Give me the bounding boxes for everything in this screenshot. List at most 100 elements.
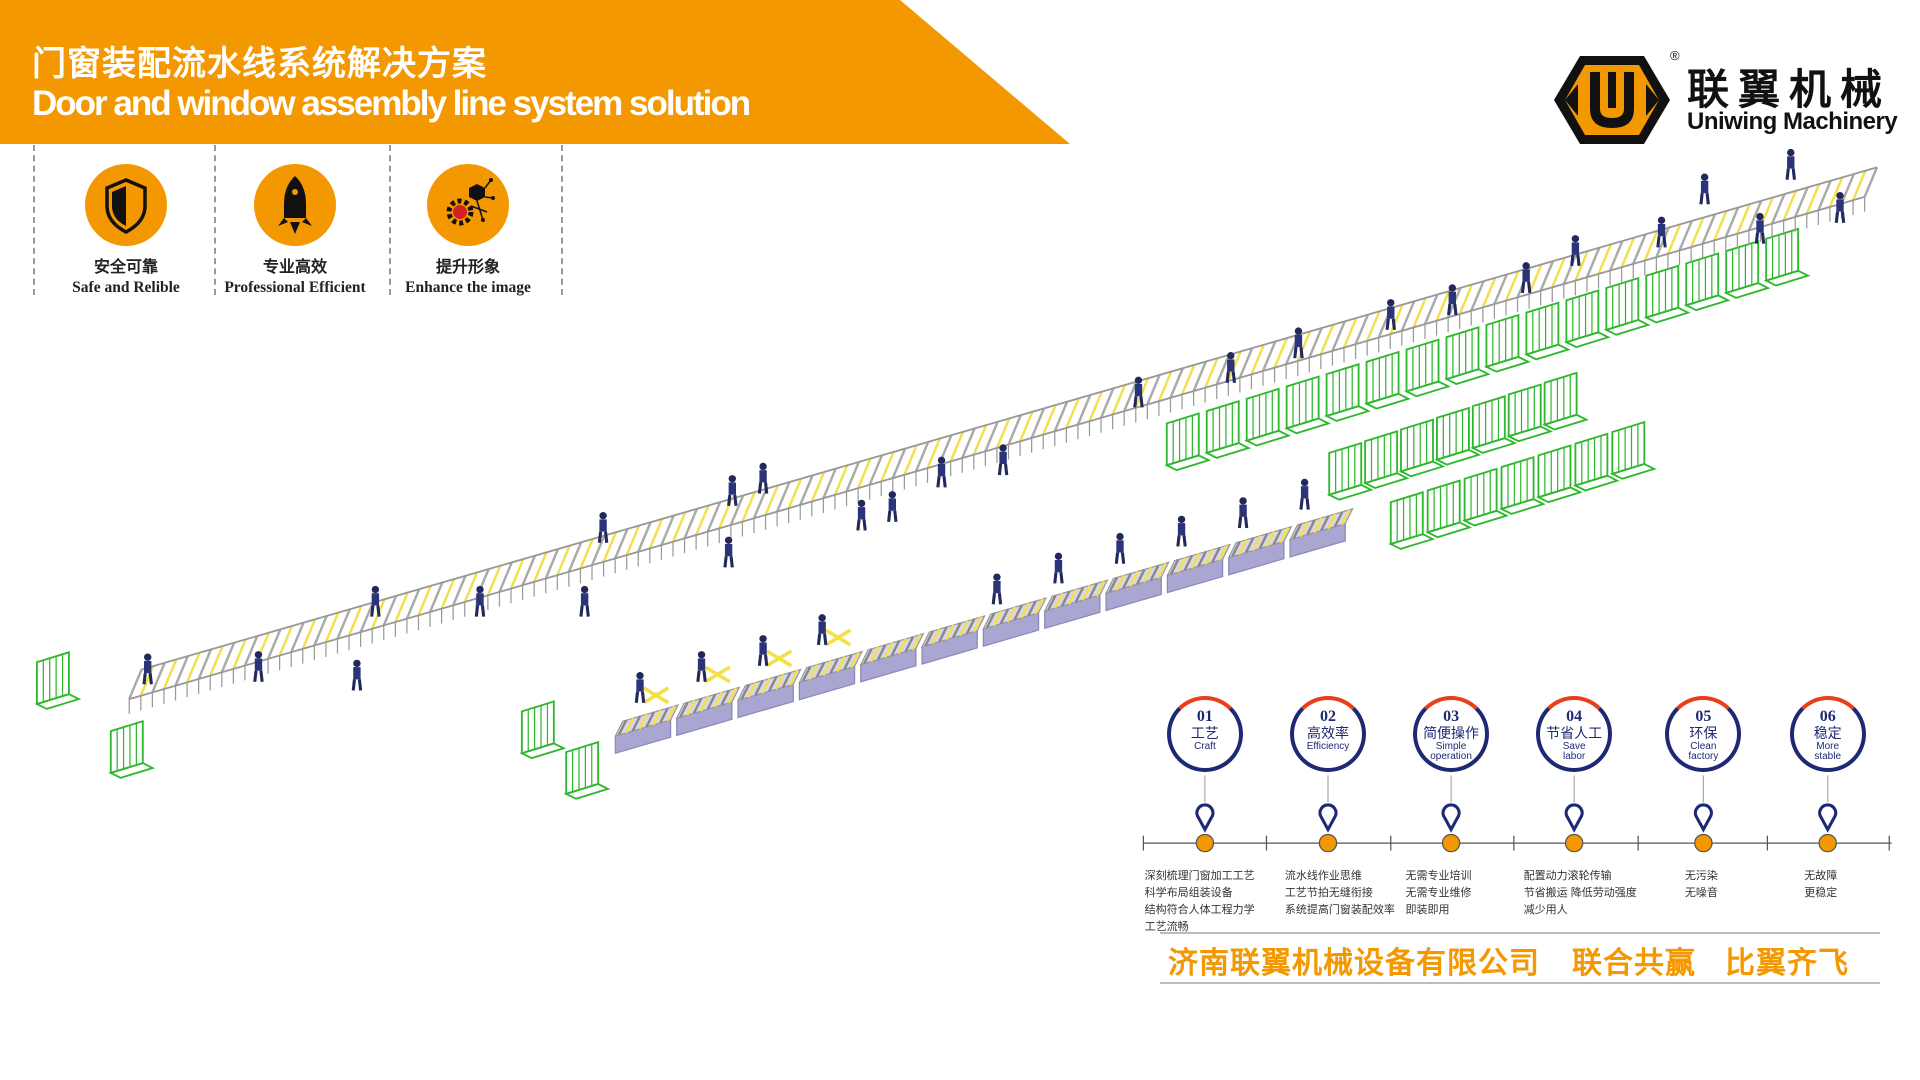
feature-label-cn: 专业高效 (262, 259, 327, 276)
conveyor-crossbar (694, 505, 710, 536)
location-pin-icon (1693, 803, 1713, 833)
roller (843, 654, 853, 670)
rack (1244, 387, 1292, 447)
conveyor-crossbar (405, 588, 421, 620)
rack (1683, 252, 1731, 312)
roller (1060, 590, 1071, 607)
location-pin-icon (1564, 803, 1584, 833)
conveyor-crossbar (648, 518, 664, 549)
roller (883, 642, 894, 659)
conveyor-crossbar (556, 545, 571, 576)
feature-label-cn: 安全可靠 (93, 259, 158, 276)
conveyor-crossbar (1840, 173, 1855, 205)
logo-name-cn: 联翼机械 (1687, 65, 1892, 114)
conveyor-crossbar (1389, 304, 1404, 335)
roller-bed (1043, 579, 1109, 613)
conveyor-crossbar (799, 474, 814, 506)
roller (890, 640, 901, 657)
timeline-dot (1318, 833, 1338, 853)
description-line: 系统提高门窗装配效率 (1284, 904, 1395, 916)
step-title-en: Efficiency (1306, 741, 1350, 752)
feature-label-en: Safe and Relible (72, 279, 180, 296)
roller (747, 681, 757, 698)
worker-figure (142, 653, 153, 685)
roller (706, 693, 717, 710)
roller-bed (920, 614, 986, 648)
location-pin-icon (1318, 803, 1338, 833)
conveyor-crossbar (1331, 320, 1346, 352)
conveyor-crossbar (891, 448, 907, 479)
step-description: 深刻梳理门窗加工工艺 科学布局组装设备 结构符合人体工程力学 工艺流畅 (1145, 868, 1255, 936)
rack (1398, 418, 1446, 478)
roller (1320, 515, 1330, 532)
step-title-en: Simple operation (1430, 741, 1472, 762)
conveyor-crossbar (1724, 207, 1740, 238)
worker-figure (1225, 352, 1236, 383)
conveyor-crossbar (544, 548, 560, 580)
feature-image: 提升形象 Enhance the image (378, 164, 558, 297)
conveyor-crossbar (1863, 166, 1879, 198)
roller (1088, 582, 1099, 599)
conveyor-crossbar (162, 659, 178, 690)
roller (1053, 592, 1064, 609)
rack (1506, 383, 1554, 443)
timeline-dot (1564, 833, 1584, 853)
conveyor-crossbar (1597, 243, 1612, 275)
step-description: 配置动力滚轮传输 节省搬运 降低劳动强度 减少用人 (1524, 868, 1637, 919)
window-frame (704, 665, 731, 684)
conveyor-crossbar (1805, 183, 1821, 215)
conveyor-crossbar (209, 645, 224, 677)
description-line: 结构符合人体工程力学 (1144, 904, 1255, 916)
rack (519, 700, 567, 760)
step-number: 03 (1443, 708, 1460, 725)
page-title-en: Door and window assembly line system sol… (32, 84, 751, 123)
step-number: 05 (1695, 708, 1712, 725)
conveyor-crossbar (1354, 314, 1370, 345)
roller (1074, 586, 1085, 603)
feature-label-en: Professional Efficient (224, 279, 366, 296)
conveyor-crossbar (637, 521, 652, 553)
worker-figure (997, 444, 1009, 476)
roller (720, 689, 731, 706)
worker-figure (1754, 212, 1766, 244)
conveyor-crossbar (174, 655, 189, 687)
conveyor-crossbar (1828, 176, 1844, 208)
conveyor-crossbar (1539, 260, 1555, 292)
step-title-cn: 工艺 (1190, 725, 1219, 741)
conveyor-crossbar (324, 612, 340, 643)
worker-figure (579, 585, 590, 617)
roller (1299, 521, 1309, 538)
description-line: 无故障 (1804, 870, 1838, 882)
rack (1204, 399, 1252, 459)
conveyor-crossbar (1238, 347, 1254, 379)
rack (1723, 239, 1771, 299)
conveyor-crossbar (1007, 414, 1022, 446)
roller-bed (798, 650, 864, 684)
conveyor-crossbar (1562, 253, 1578, 285)
step-title-cn: 简便操作 (1423, 725, 1480, 741)
slogan-top-rule (1160, 932, 1880, 934)
worker-figure (816, 614, 828, 646)
conveyor-crossbar (880, 451, 895, 482)
step-description: 无故障 更稳定 (1804, 868, 1837, 902)
worker-figure (597, 512, 609, 543)
conveyor-crossbar (336, 608, 351, 640)
conveyor-crossbar (1111, 384, 1127, 415)
conveyor-crossbar (1689, 217, 1705, 248)
conveyor-crossbar (1794, 186, 1809, 218)
roller (1095, 580, 1105, 597)
conveyor-crossbar (197, 648, 213, 680)
roller (1306, 519, 1316, 536)
conveyor-crossbar (775, 481, 791, 513)
conveyor-crossbar (1435, 290, 1450, 322)
conveyor-crossbar (1458, 284, 1474, 315)
rack (1535, 444, 1583, 504)
worker-figure (696, 651, 707, 683)
roller (1190, 553, 1201, 569)
conveyor-crossbar (660, 515, 675, 546)
description-line: 工艺节拍无缝衔接 (1284, 887, 1373, 899)
step-title-en: Save labor (1562, 741, 1586, 762)
conveyor-crossbar (463, 571, 479, 603)
roller (1047, 594, 1057, 611)
